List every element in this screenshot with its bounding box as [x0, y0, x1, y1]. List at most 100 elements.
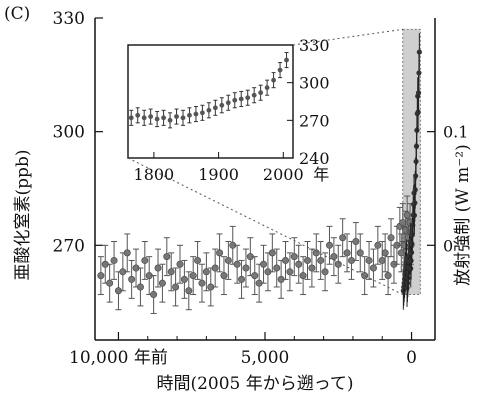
data-point — [185, 271, 193, 311]
data-point — [290, 237, 298, 277]
data-point — [220, 256, 228, 296]
inset-marker — [167, 117, 173, 123]
data-point — [299, 256, 307, 296]
data-point — [264, 252, 272, 292]
data-point — [176, 244, 184, 284]
inset-marker — [271, 77, 276, 83]
inset-point — [264, 79, 270, 96]
y-tick-label-right: 0 — [443, 236, 453, 255]
data-point — [303, 241, 311, 280]
data-point — [110, 241, 118, 280]
point-marker — [369, 264, 377, 272]
point-marker — [290, 253, 298, 261]
data-point — [352, 222, 360, 261]
data-point — [224, 241, 232, 280]
inset-point — [251, 87, 257, 104]
point-marker — [378, 256, 386, 264]
inset-marker — [206, 107, 212, 113]
data-point — [123, 233, 131, 273]
data-point — [255, 263, 263, 303]
data-point — [145, 256, 153, 296]
x-tick-label: 5,000 — [241, 348, 290, 368]
inset-marker — [258, 90, 264, 96]
point-marker — [343, 249, 351, 257]
point-marker — [167, 268, 175, 276]
inset-point — [161, 109, 166, 126]
y-tick-label-left: 330 — [53, 9, 85, 29]
inset-marker — [219, 102, 225, 108]
inset-x-unit: 年 — [313, 165, 329, 184]
point-marker — [251, 272, 259, 280]
inset-point — [148, 108, 154, 125]
point-marker — [189, 272, 197, 280]
point-marker — [154, 264, 162, 272]
point-marker — [334, 260, 342, 268]
inset-frame — [127, 44, 294, 159]
data-point — [233, 244, 241, 284]
data-point — [325, 225, 333, 265]
spike-point — [415, 90, 422, 96]
x-tick-label: 0 — [406, 348, 417, 368]
inset-marker — [284, 57, 289, 63]
inset-point — [206, 102, 212, 119]
data-point — [378, 241, 386, 280]
inset-marker — [232, 97, 238, 103]
inset-x-tick-label: 1900 — [198, 165, 239, 184]
point-marker — [330, 253, 338, 261]
inset-marker — [200, 110, 205, 116]
data-point — [403, 195, 411, 235]
data-point — [365, 241, 373, 280]
inset-point — [200, 104, 205, 121]
data-point — [339, 218, 347, 258]
point-marker — [402, 226, 410, 234]
point-marker — [180, 275, 188, 283]
inset-marker — [187, 112, 192, 118]
data-point — [356, 233, 364, 273]
inset-point — [238, 90, 244, 108]
inset-marker — [264, 85, 270, 91]
data-point — [268, 233, 276, 273]
point-marker — [273, 264, 281, 272]
inset-marker — [154, 116, 160, 122]
data-point — [106, 263, 114, 303]
y-tick-label-left: 270 — [53, 236, 85, 256]
x-tick-label: 10,000 年前 — [69, 348, 168, 368]
point-marker — [211, 264, 219, 272]
point-marker — [194, 256, 202, 264]
point-marker — [97, 272, 105, 280]
y-axis-label-right: 放射強制 (W m⁻²) — [453, 144, 473, 285]
y-tick-label-right: 0.1 — [443, 123, 468, 142]
inset-point — [193, 106, 199, 123]
x-axis-label: 時間(2005 年から遡って) — [156, 374, 353, 394]
point-marker — [141, 256, 149, 264]
inset-marker — [161, 115, 166, 121]
data-point — [141, 241, 149, 280]
data-point — [238, 259, 246, 299]
point-marker — [325, 241, 333, 249]
point-marker — [339, 234, 347, 242]
point-marker — [308, 264, 316, 272]
point-marker — [381, 249, 389, 257]
inset-point — [277, 62, 283, 79]
data-point — [216, 233, 224, 273]
data-point — [97, 256, 105, 296]
data-point — [251, 256, 259, 296]
connector-bottom — [127, 157, 403, 295]
point-marker — [299, 272, 307, 280]
inset-point — [154, 111, 160, 128]
data-point — [198, 263, 206, 303]
point-marker — [128, 275, 136, 283]
inset-marker — [141, 115, 147, 121]
point-marker — [286, 268, 294, 276]
inset-point — [180, 109, 186, 126]
point-marker — [356, 249, 364, 257]
inset-marker — [128, 115, 134, 121]
y-axis-label-left: 亜酸化窒素(ppb) — [13, 150, 33, 281]
data-point — [167, 252, 175, 292]
point-marker — [110, 256, 118, 264]
data-point — [180, 259, 188, 299]
inset-point — [128, 109, 134, 126]
point-marker — [216, 249, 224, 257]
spike-point — [416, 70, 422, 76]
data-point — [260, 244, 268, 284]
